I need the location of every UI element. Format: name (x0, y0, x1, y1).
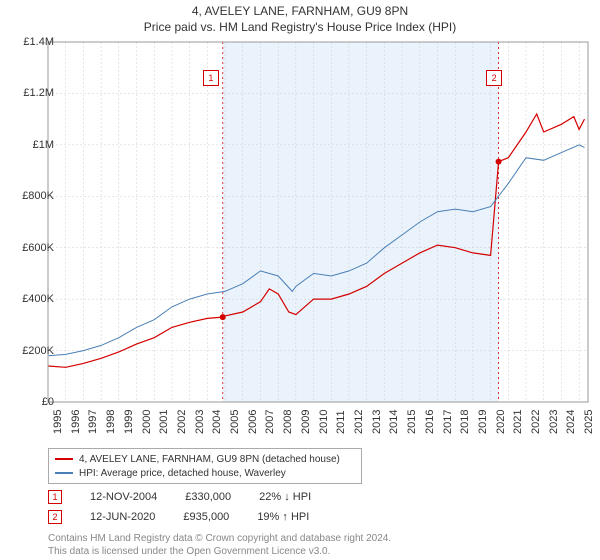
chart-title: 4, AVELEY LANE, FARNHAM, GU9 8PN (0, 0, 600, 18)
ytick-label: £1.2M (4, 87, 54, 99)
legend-swatch-hpi (55, 472, 73, 474)
sale-delta-1: 22% ↓ HPI (259, 491, 311, 503)
xtick-label: 2007 (264, 410, 276, 434)
chart-plot-area (48, 42, 588, 402)
xtick-label: 2013 (371, 410, 383, 434)
legend-row-hpi: HPI: Average price, detached house, Wave… (55, 466, 355, 480)
xtick-label: 2024 (565, 410, 577, 434)
xtick-label: 2018 (459, 410, 471, 434)
xtick-label: 1995 (52, 410, 64, 434)
xtick-label: 2010 (318, 410, 330, 434)
xtick-label: 2011 (335, 410, 347, 434)
sale-date-1: 12-NOV-2004 (90, 491, 157, 503)
xtick-label: 2022 (530, 410, 542, 434)
xtick-label: 2005 (229, 410, 241, 434)
sale-price-1: £330,000 (185, 491, 231, 503)
xtick-label: 2002 (176, 410, 188, 434)
xtick-label: 1998 (105, 410, 117, 434)
attribution: Contains HM Land Registry data © Crown c… (48, 532, 391, 558)
xtick-label: 2015 (406, 410, 418, 434)
ytick-label: £600K (4, 242, 54, 254)
xtick-label: 2020 (495, 410, 507, 434)
ytick-label: £0 (4, 396, 54, 408)
attribution-line1: Contains HM Land Registry data © Crown c… (48, 532, 391, 545)
legend-label-price-paid: 4, AVELEY LANE, FARNHAM, GU9 8PN (detach… (79, 454, 340, 465)
attribution-line2: This data is licensed under the Open Gov… (48, 545, 391, 558)
xtick-label: 2012 (353, 410, 365, 434)
xtick-label: 2004 (211, 410, 223, 434)
xtick-label: 2001 (158, 410, 170, 434)
ytick-label: £200K (4, 345, 54, 357)
sale-delta-2: 19% ↑ HPI (257, 511, 309, 523)
xtick-label: 2017 (442, 410, 454, 434)
ytick-label: £1M (4, 139, 54, 151)
xtick-label: 2023 (548, 410, 560, 434)
chart-svg (48, 42, 588, 402)
xtick-label: 1999 (123, 410, 135, 434)
xtick-label: 2025 (583, 410, 595, 434)
xtick-label: 1996 (70, 410, 82, 434)
xtick-label: 2019 (477, 410, 489, 434)
legend-swatch-price-paid (55, 458, 73, 460)
sale-price-2: £935,000 (183, 511, 229, 523)
xtick-label: 2003 (194, 410, 206, 434)
ytick-label: £800K (4, 190, 54, 202)
xtick-label: 2008 (282, 410, 294, 434)
chart-container: 4, AVELEY LANE, FARNHAM, GU9 8PN Price p… (0, 0, 600, 560)
sale-date-2: 12-JUN-2020 (90, 511, 155, 523)
xtick-label: 2006 (247, 410, 259, 434)
sale-marker-1: 1 (48, 490, 62, 504)
legend-box: 4, AVELEY LANE, FARNHAM, GU9 8PN (detach… (48, 448, 362, 484)
xtick-label: 1997 (87, 410, 99, 434)
xtick-label: 2014 (388, 410, 400, 434)
legend-label-hpi: HPI: Average price, detached house, Wave… (79, 468, 286, 479)
chart-subtitle: Price paid vs. HM Land Registry's House … (0, 18, 600, 38)
sale-row-2: 2 12-JUN-2020 £935,000 19% ↑ HPI (48, 510, 309, 524)
legend-row-price-paid: 4, AVELEY LANE, FARNHAM, GU9 8PN (detach… (55, 452, 355, 466)
xtick-label: 2021 (512, 410, 524, 434)
chart-sale-marker: 1 (203, 70, 219, 86)
ytick-label: £1.4M (4, 36, 54, 48)
ytick-label: £400K (4, 293, 54, 305)
chart-sale-marker: 2 (486, 70, 502, 86)
xtick-label: 2016 (424, 410, 436, 434)
xtick-label: 2009 (300, 410, 312, 434)
sale-marker-2: 2 (48, 510, 62, 524)
xtick-label: 2000 (141, 410, 153, 434)
sale-row-1: 1 12-NOV-2004 £330,000 22% ↓ HPI (48, 490, 311, 504)
